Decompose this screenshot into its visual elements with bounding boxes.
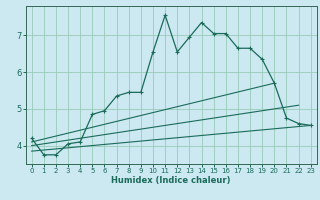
X-axis label: Humidex (Indice chaleur): Humidex (Indice chaleur): [111, 176, 231, 185]
